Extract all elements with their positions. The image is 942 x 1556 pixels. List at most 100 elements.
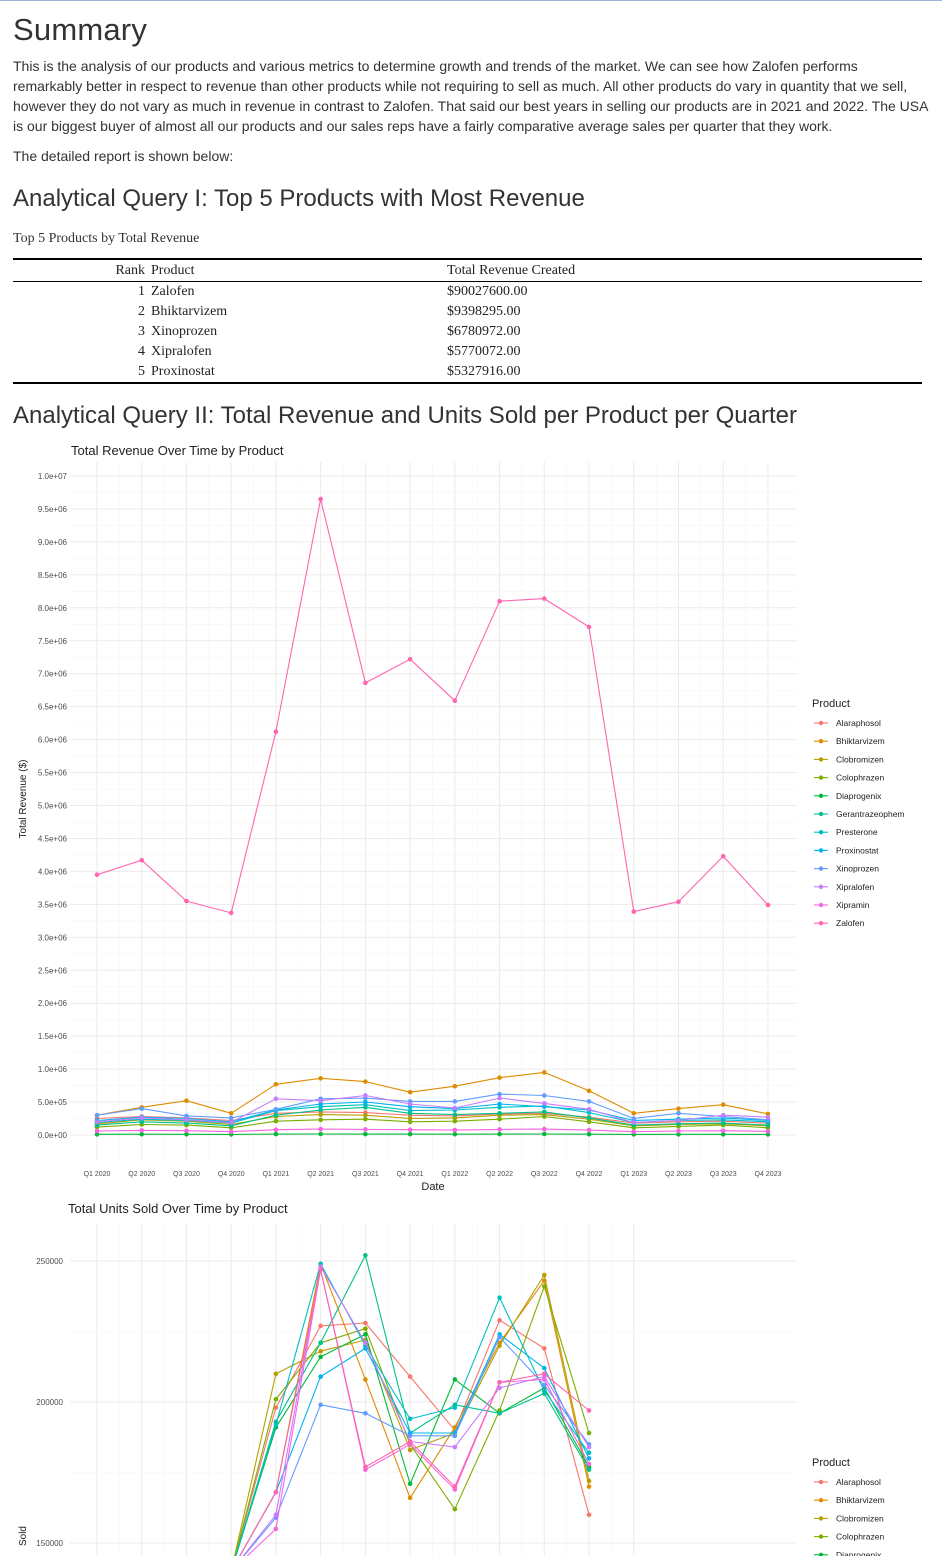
data-point-proxinostat: [318, 1374, 323, 1379]
legend-label: Diaprogenix: [836, 1550, 882, 1556]
product-cell: Bhiktarvizem: [151, 304, 228, 319]
data-point-xipralofen: [273, 1096, 279, 1102]
data-point-diaprogenix: [676, 1132, 681, 1137]
product-cell: Xipralofen: [151, 344, 212, 359]
data-point-clobromizen: [318, 1348, 323, 1354]
data-point-diaprogenix: [318, 1354, 323, 1360]
data-point-xipramin: [139, 1128, 145, 1133]
data-point-xinoprozen: [452, 1433, 458, 1439]
legend-key-dot: [818, 739, 824, 744]
data-point-bhiktarvizem: [363, 1377, 368, 1382]
legend-label: Presterone: [836, 827, 878, 837]
y-tick-label: 1.0e+07: [38, 472, 68, 481]
data-point-xinoprozen: [318, 1402, 323, 1408]
legend-key-dot: [818, 1479, 824, 1485]
data-point-xipramin: [586, 1127, 592, 1133]
legend-label: Alaraphosol: [836, 1477, 881, 1487]
data-point-xipralofen: [676, 1118, 681, 1123]
y-tick-label: 8.5e+06: [38, 571, 68, 580]
y-tick-label: 6.0e+06: [38, 736, 68, 745]
data-point-zalofen: [631, 909, 637, 914]
data-point-xipralofen: [586, 1106, 592, 1112]
data-point-xinoprozen: [542, 1382, 547, 1388]
data-point-xipramin: [228, 1129, 234, 1135]
y-tick-label: 1.5e+06: [38, 1032, 68, 1041]
legend-key-dot: [818, 902, 824, 908]
data-point-zalofen: [586, 624, 592, 630]
data-point-xipramin: [184, 1128, 189, 1134]
data-point-xinoprozen: [184, 1113, 189, 1119]
revenue-cell: $90027600.00: [447, 284, 528, 299]
legend-key-dot: [818, 884, 824, 889]
data-point-xinoprozen: [497, 1091, 502, 1097]
data-point-proxinostat: [318, 1101, 323, 1107]
legend-label: Colophrazen: [836, 1532, 884, 1542]
data-point-zalofen: [452, 698, 458, 704]
data-point-xipramin: [676, 1128, 681, 1134]
data-point-xinoprozen: [228, 1115, 234, 1121]
x-tick-label: Q3 2020: [173, 1171, 200, 1178]
data-point-bhiktarvizem: [184, 1098, 189, 1104]
data-point-presterone: [497, 1105, 502, 1110]
data-point-gerantrazeophem: [676, 1121, 681, 1127]
x-tick-label: Q4 2021: [397, 1171, 424, 1178]
legend-key-dot: [818, 848, 824, 853]
data-point-xipramin: [452, 1127, 458, 1133]
legend-title: Product: [812, 698, 850, 710]
legend-key-dot: [818, 921, 824, 926]
chart-title: Total Units Sold Over Time by Product: [68, 1201, 288, 1216]
product-cell: Zalofen: [151, 284, 195, 299]
series-line-proxinostat: [96, 1101, 768, 1123]
y-tick-label: 4.5e+06: [38, 834, 68, 843]
summary-heading: Summary: [13, 12, 148, 47]
chart-title: Total Revenue Over Time by Product: [71, 443, 284, 458]
data-point-xipralofen: [586, 1444, 592, 1450]
legend-label: Xipramin: [836, 900, 870, 910]
data-point-xipramin: [363, 1127, 368, 1132]
data-point-clobromizen: [497, 1343, 502, 1348]
x-tick-label: Q2 2020: [128, 1171, 155, 1178]
data-point-bhiktarvizem: [720, 1102, 726, 1107]
summary-paragraph: This is the analysis of our products and…: [13, 58, 928, 134]
data-point-xinoprozen: [94, 1112, 100, 1118]
x-tick-label: Q4 2023: [755, 1171, 782, 1178]
table-row: 2 Bhiktarvizem $9398295.00: [13, 302, 922, 322]
data-point-diaprogenix: [184, 1131, 189, 1137]
data-point-xipralofen: [497, 1385, 502, 1391]
data-point-zalofen: [586, 1408, 592, 1413]
data-point-xipralofen: [497, 1095, 502, 1101]
revenue-cell: $9398295.00: [447, 304, 521, 319]
data-point-gerantrazeophem: [586, 1115, 592, 1121]
data-point-bhiktarvizem: [542, 1070, 547, 1075]
data-point-diaprogenix: [720, 1132, 726, 1137]
rank-cell: 4: [138, 344, 145, 359]
x-tick-label: Q1 2022: [441, 1171, 468, 1178]
data-point-colophrazen: [586, 1430, 592, 1436]
series-line-bhiktarvizem: [96, 1071, 769, 1116]
query1-heading: Analytical Query I: Top 5 Products with …: [13, 185, 585, 212]
series-line-alaraphosol: [96, 1111, 768, 1124]
x-tick-label: Q4 2022: [576, 1171, 603, 1178]
y-tick-label: 5.0e+05: [38, 1098, 68, 1107]
data-point-presterone: [452, 1405, 458, 1410]
legend-label: Zalofen: [836, 918, 865, 928]
data-point-zalofen: [273, 1489, 279, 1495]
legend-label: Diaprogenix: [836, 791, 882, 801]
legend-label: Clobromizen: [836, 1513, 884, 1523]
data-point-alaraphosol: [542, 1346, 547, 1351]
legend-label: Proxinostat: [836, 845, 879, 855]
data-point-diaprogenix: [407, 1131, 413, 1137]
table-row: 3 Xinoprozen $6780972.00: [13, 322, 922, 342]
revenue-cell: $6780972.00: [447, 324, 521, 339]
data-point-gerantrazeophem: [720, 1120, 726, 1126]
data-point-zalofen: [720, 853, 726, 859]
data-point-alaraphosol: [586, 1512, 592, 1518]
column-header-product: Product: [151, 262, 195, 278]
data-point-zalofen: [452, 1484, 458, 1489]
rank-cell: 5: [138, 364, 145, 379]
data-point-alaraphosol: [497, 1317, 502, 1323]
data-point-xipralofen: [452, 1105, 458, 1111]
data-point-presterone: [542, 1388, 547, 1394]
data-point-alaraphosol: [363, 1320, 368, 1326]
data-point-alaraphosol: [407, 1374, 413, 1379]
